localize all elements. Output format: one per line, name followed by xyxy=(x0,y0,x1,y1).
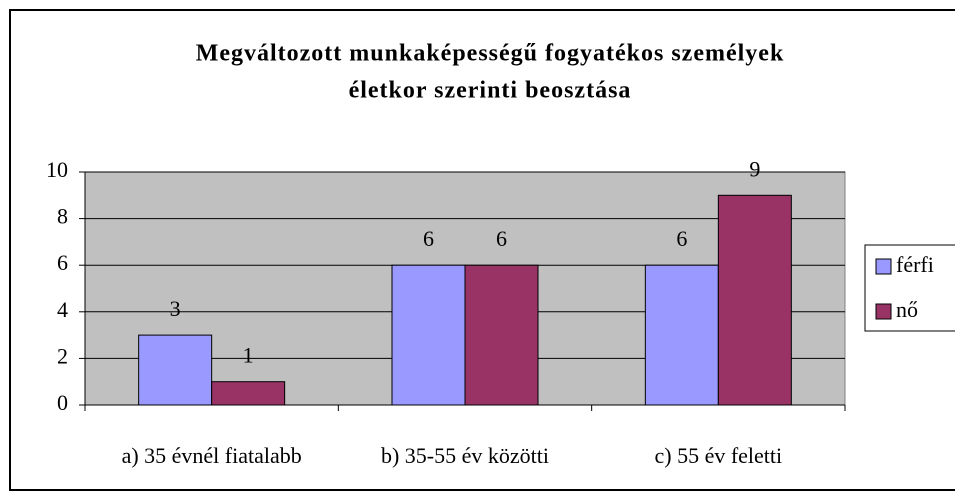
y-tick-label: 8 xyxy=(57,204,68,229)
y-tick-label: 10 xyxy=(46,157,68,182)
y-tick-label: 0 xyxy=(57,390,68,415)
bar xyxy=(717,194,792,406)
bar xyxy=(464,264,539,406)
bar xyxy=(138,334,213,406)
legend-swatch xyxy=(875,258,892,275)
value-label: 6 xyxy=(676,226,687,251)
legend-swatch xyxy=(875,303,892,320)
bar xyxy=(211,381,286,406)
y-tick-label: 6 xyxy=(57,250,68,275)
value-label: 1 xyxy=(243,343,254,368)
value-label: 6 xyxy=(496,226,507,251)
bar xyxy=(644,264,719,406)
value-label: 6 xyxy=(423,226,434,251)
bar xyxy=(391,264,466,406)
chart-title: életkor szerinti beosztása xyxy=(349,78,632,104)
value-label: 9 xyxy=(749,156,760,181)
y-tick-label: 2 xyxy=(57,343,68,368)
x-tick-label: a) 35 évnél fiatalabb xyxy=(122,443,302,468)
legend-label: nő xyxy=(896,297,918,322)
x-tick-label: b) 35-55 év közötti xyxy=(381,443,549,468)
x-tick-label: c) 55 év feletti xyxy=(654,443,782,468)
y-tick-label: 4 xyxy=(57,297,68,322)
value-label: 3 xyxy=(170,296,181,321)
legend-label: férfi xyxy=(896,252,934,277)
chart-title: Megváltozott munkaképességű fogyatékos s… xyxy=(196,41,785,67)
